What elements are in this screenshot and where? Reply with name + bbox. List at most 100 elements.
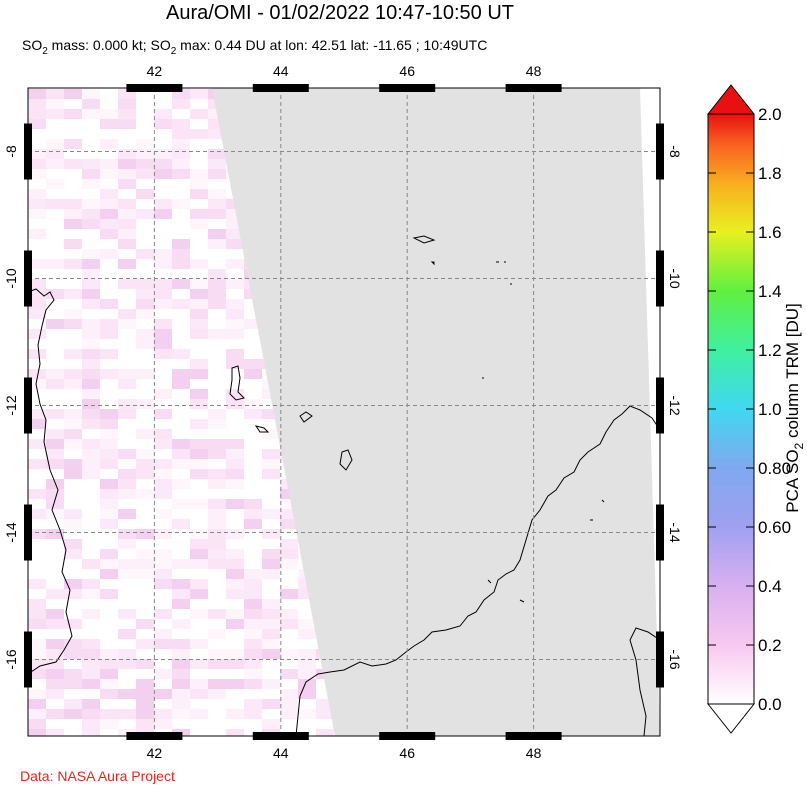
so2-pixel bbox=[100, 329, 118, 339]
so2-pixel bbox=[208, 279, 226, 289]
so2-pixel bbox=[64, 159, 82, 169]
so2-pixel bbox=[28, 409, 46, 419]
so2-pixel bbox=[28, 659, 46, 669]
so2-pixel bbox=[172, 349, 190, 359]
so2-pixel bbox=[136, 549, 154, 559]
so2-pixel bbox=[46, 199, 64, 209]
so2-pixel bbox=[208, 549, 226, 559]
so2-pixel bbox=[28, 89, 46, 99]
so2-pixel bbox=[190, 469, 208, 479]
so2-pixel bbox=[82, 279, 100, 289]
so2-pixel bbox=[190, 179, 208, 189]
so2-pixel bbox=[136, 719, 154, 729]
so2-pixel bbox=[172, 279, 190, 289]
so2-pixel bbox=[46, 639, 64, 649]
lon-tick-label-bottom: 46 bbox=[399, 745, 415, 761]
so2-pixel bbox=[82, 669, 100, 679]
so2-pixel bbox=[226, 649, 244, 659]
so2-pixel bbox=[136, 399, 154, 409]
so2-pixel bbox=[64, 679, 82, 689]
so2-pixel bbox=[244, 569, 262, 579]
so2-pixel bbox=[154, 349, 172, 359]
so2-pixel bbox=[28, 149, 46, 159]
so2-pixel bbox=[28, 719, 46, 729]
so2-pixel bbox=[28, 709, 46, 719]
so2-pixel bbox=[46, 689, 64, 699]
so2-pixel bbox=[100, 509, 118, 519]
so2-pixel bbox=[82, 359, 100, 369]
so2-pixel bbox=[100, 439, 118, 449]
so2-pixel bbox=[118, 369, 136, 379]
so2-pixel bbox=[190, 659, 208, 669]
lat-tick-label-left: -8 bbox=[3, 145, 19, 158]
so2-summary: SO2 mass: 0.000 kt; SO2 max: 0.44 DU at … bbox=[22, 37, 487, 57]
so2-pixel bbox=[82, 329, 100, 339]
so2-max-value: max: 0.44 DU at lon: 42.51 lat: -11.65 ;… bbox=[176, 37, 488, 53]
so2-pixel bbox=[136, 659, 154, 669]
so2-pixel bbox=[82, 709, 100, 719]
so2-pixel bbox=[100, 139, 118, 149]
so2-pixel bbox=[64, 589, 82, 599]
so2-pixel bbox=[82, 219, 100, 229]
frame-tick-lon bbox=[505, 84, 562, 92]
so2-pixel bbox=[208, 679, 226, 689]
so2-pixel bbox=[226, 549, 244, 559]
so2-pixel bbox=[136, 559, 154, 569]
so2-pixel bbox=[64, 509, 82, 519]
so2-pixel bbox=[28, 189, 46, 199]
so2-pixel bbox=[136, 149, 154, 159]
so2-pixel bbox=[262, 469, 280, 479]
lon-tick-label-top: 44 bbox=[273, 63, 289, 79]
so2-pixel bbox=[316, 729, 334, 736]
so2-pixel bbox=[82, 459, 100, 469]
so2-pixel bbox=[190, 529, 208, 539]
so2-pixel bbox=[208, 129, 226, 139]
lat-tick-label-left: -10 bbox=[3, 268, 19, 288]
so2-pixel bbox=[136, 169, 154, 179]
colorbar-tick-label: 0.4 bbox=[758, 577, 782, 596]
so2-pixel bbox=[118, 529, 136, 539]
so2-pixel bbox=[136, 469, 154, 479]
so2-pixel bbox=[172, 89, 190, 99]
so2-pixel bbox=[244, 599, 262, 609]
so2-pixel bbox=[298, 629, 316, 639]
so2-pixel bbox=[262, 459, 280, 469]
so2-pixel bbox=[190, 189, 208, 199]
so2-pixel bbox=[244, 369, 262, 379]
so2-pixel bbox=[118, 379, 136, 389]
colorbar: 2.0 1.8 1.6 1.4 1.2 1.0 0.80 0.60 0.4 0.2 0.0 PCA … bbox=[706, 84, 806, 734]
so2-pixel bbox=[28, 689, 46, 699]
so2-pixel bbox=[28, 229, 46, 239]
so2-pixel bbox=[118, 309, 136, 319]
so2-pixel bbox=[46, 409, 64, 419]
colorbar-tick-label: 1.8 bbox=[758, 164, 782, 183]
so2-pixel bbox=[190, 299, 208, 309]
so2-pixel bbox=[208, 479, 226, 489]
so2-pixel bbox=[244, 319, 262, 329]
so2-pixel bbox=[172, 709, 190, 719]
lat-tick-label-left: -16 bbox=[3, 649, 19, 669]
so2-pixel bbox=[46, 149, 64, 159]
so2-pixel bbox=[244, 649, 262, 659]
so2-pixel bbox=[226, 619, 244, 629]
so2-pixel bbox=[64, 459, 82, 469]
so2-pixel bbox=[154, 409, 172, 419]
so2-pixel bbox=[64, 139, 82, 149]
so2-pixel bbox=[82, 99, 100, 109]
so2-pixel bbox=[208, 529, 226, 539]
lat-tick-label-left: -12 bbox=[3, 395, 19, 415]
so2-pixel bbox=[82, 589, 100, 599]
so2-pixel bbox=[154, 439, 172, 449]
so2-pixel bbox=[64, 699, 82, 709]
so2-pixel bbox=[100, 119, 118, 129]
so2-pixel bbox=[208, 509, 226, 519]
colorbar-ticks: 2.0 1.8 1.6 1.4 1.2 1.0 0.80 0.60 0.4 0.2 0.0 bbox=[708, 105, 791, 714]
so2-pixel bbox=[244, 609, 262, 619]
so2-pixel bbox=[64, 439, 82, 449]
frame-tick-lat bbox=[656, 631, 664, 688]
so2-pixel bbox=[172, 449, 190, 459]
colorbar-tick-label: 0.80 bbox=[758, 459, 791, 478]
so2-pixel bbox=[136, 639, 154, 649]
colorbar-tick-label: 1.6 bbox=[758, 223, 782, 242]
so2-pixel bbox=[226, 559, 244, 569]
